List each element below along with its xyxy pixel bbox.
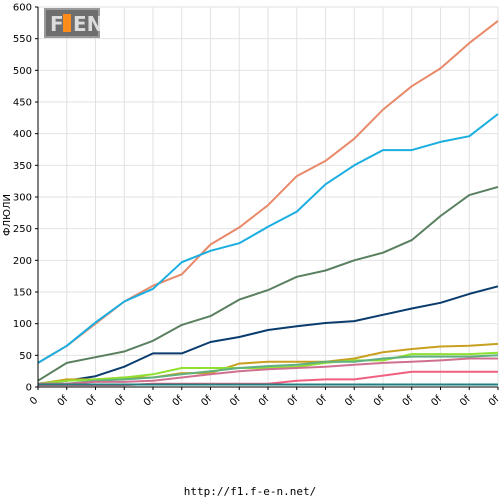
y-tick-label: 200 <box>13 256 32 267</box>
y-tick-label: 450 <box>13 98 32 109</box>
y-tick-label: 100 <box>13 319 32 330</box>
y-tick-label: 50 <box>19 351 32 362</box>
series-line-8 <box>38 357 498 385</box>
x-tick-label: 0f <box>113 394 128 409</box>
y-tick-label: 300 <box>13 193 32 204</box>
svg-text:F: F <box>50 12 64 36</box>
series-line-3 <box>37 185 499 382</box>
series-line-4 <box>37 285 499 385</box>
x-tick-label: 0f <box>171 394 186 409</box>
x-tick-label: 0 <box>28 395 40 407</box>
y-tick-label: 350 <box>13 161 32 172</box>
f1en-logo: F EN <box>44 8 100 38</box>
y-tick-label: 150 <box>13 288 32 299</box>
x-tick-label: 0f <box>343 394 358 409</box>
y-tick-label: 400 <box>13 129 32 140</box>
x-tick-label: 0f <box>487 394 500 409</box>
x-tick-label: 0f <box>257 394 272 409</box>
x-tick-label: 0f <box>142 394 157 409</box>
y-tick-label: 0 <box>26 383 32 394</box>
y-axis-ticks: 0 50 100 150 200 250 300 350 400 450 500 550 600 <box>13 3 38 394</box>
x-tick-label: 0f <box>56 394 71 409</box>
series-line-2 <box>37 113 499 364</box>
series-lines <box>37 20 499 387</box>
y-tick-label: 550 <box>13 34 32 45</box>
x-tick-label: 0f <box>199 394 214 409</box>
series-line-7 <box>38 354 499 385</box>
svg-text:EN: EN <box>73 12 100 36</box>
series-line-6 <box>37 351 499 385</box>
x-tick-label: 0f <box>228 394 243 409</box>
y-tick-label: 500 <box>13 66 32 77</box>
footer-url: http://f1.f-e-n.net/ <box>183 485 317 498</box>
x-tick-label: 0f <box>286 394 301 409</box>
y-tick-label: 600 <box>13 3 32 14</box>
x-tick-label: 0f <box>429 394 444 409</box>
x-tick-label: 0f <box>401 394 416 409</box>
x-tick-label: 0f <box>314 394 329 409</box>
y-axis-label: ФЛЮЛИ <box>2 194 13 236</box>
x-tick-label: 0f <box>372 394 387 409</box>
x-tick-label: 0f <box>84 394 99 409</box>
y-tick-label: 250 <box>13 224 32 235</box>
x-tick-label: 0f <box>458 394 473 409</box>
x-axis-ticks: 0 0f 0f 0f 0f 0f 0f 0f 0f 0f 0f 0f 0f 0f 0f 0f 0f <box>28 387 500 409</box>
